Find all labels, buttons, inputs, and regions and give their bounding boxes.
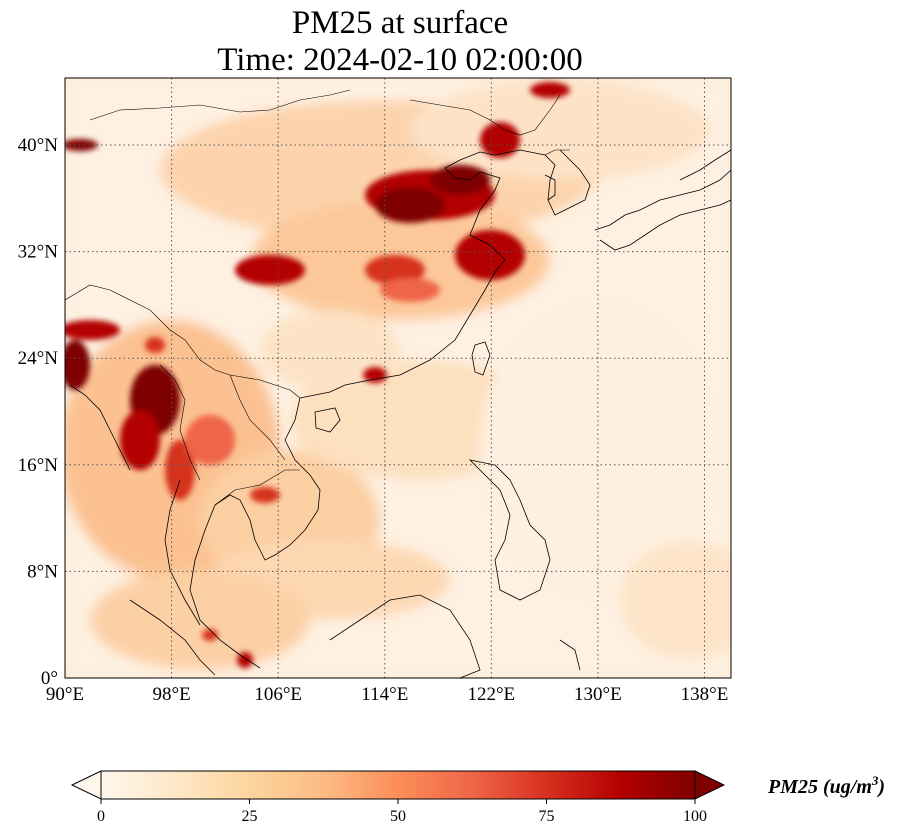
colorbar-tick-label: 0 [97, 808, 105, 825]
y-tick-label: 0° [41, 668, 58, 689]
colorbar-extend-max [694, 770, 726, 800]
y-tick-label: 32°N [18, 242, 59, 263]
x-tick-label: 98°E [152, 684, 190, 705]
y-tick-label: 16°N [18, 455, 59, 476]
gridlines [65, 78, 731, 678]
y-tick-label: 40°N [18, 135, 59, 156]
x-tick-label: 106°E [254, 684, 302, 705]
colorbar-tick-label: 75 [539, 808, 555, 825]
x-tick-label: 114°E [361, 684, 408, 705]
colorbar-label: PM25 (ug/m3) [767, 773, 885, 798]
coastlines [69, 149, 731, 678]
colorbar-extend-min [70, 770, 102, 800]
y-tick-labels: 0° 8°N 16°N 24°N 32°N 40°N [18, 135, 59, 689]
pm25-hotspots [65, 82, 570, 668]
map-subtitle-time: Time: 2024-02-10 02:00:00 [217, 42, 583, 78]
x-tick-label: 122°E [467, 684, 515, 705]
colorbar-tick-label: 100 [683, 808, 707, 825]
colorbar-tick-label: 50 [390, 808, 406, 825]
x-tick-labels: 90°E 98°E 106°E 114°E 122°E 130°E 138°E [46, 684, 728, 705]
colorbar-gradient [101, 771, 695, 799]
pm25-field [65, 78, 731, 678]
map-title: PM25 at surface [291, 5, 509, 41]
country-borders [65, 89, 570, 506]
y-tick-label: 24°N [18, 348, 59, 369]
y-tick-label: 8°N [27, 561, 58, 582]
map-frame [64, 77, 732, 679]
colorbar-tick-label: 25 [242, 808, 258, 825]
x-tick-label: 90°E [46, 684, 84, 705]
x-tick-label: 138°E [681, 684, 729, 705]
colorbar: 0 25 50 75 100 PM25 (ug/m3) [70, 770, 885, 825]
x-tick-label: 130°E [574, 684, 622, 705]
